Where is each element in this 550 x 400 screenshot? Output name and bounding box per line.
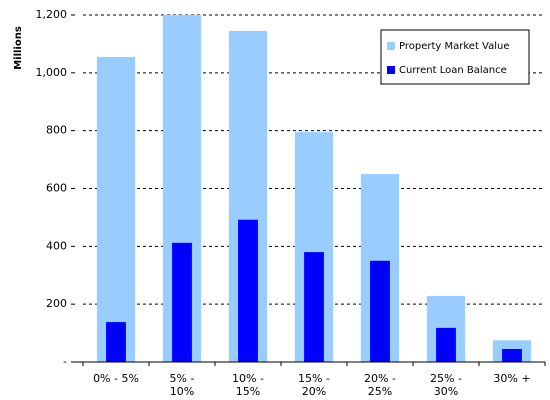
x-tick-label: 0% - 5% xyxy=(93,372,139,385)
x-tick-label: 25% - 30% xyxy=(430,372,462,398)
bar xyxy=(96,56,136,362)
bar xyxy=(106,322,126,362)
x-tick-label: 5% - 10% xyxy=(169,372,195,398)
y-tick-label: - xyxy=(63,355,67,368)
x-tick-label: 30% + xyxy=(493,372,531,385)
legend-swatch xyxy=(387,42,395,50)
y-tick-label: 1,200 xyxy=(36,8,68,21)
bar xyxy=(238,219,258,362)
bar xyxy=(436,327,456,362)
legend-label: Property Market Value xyxy=(399,41,510,52)
y-tick-label: 1,000 xyxy=(36,66,68,79)
y-tick-label: 400 xyxy=(46,239,67,252)
x-tick-label: 20% - 25% xyxy=(364,372,396,398)
bar xyxy=(172,242,192,362)
y-tick-label: 800 xyxy=(46,124,67,137)
legend-label: Current Loan Balance xyxy=(399,65,507,76)
bar xyxy=(304,252,324,362)
legend-box xyxy=(380,29,530,85)
bar xyxy=(370,260,390,362)
bar xyxy=(502,348,522,362)
x-tick-label: 10% - 15% xyxy=(232,372,264,398)
legend-swatch xyxy=(387,66,395,74)
x-tick-label: 15% - 20% xyxy=(298,372,330,398)
y-tick-label: 600 xyxy=(46,182,67,195)
y-tick-label: 200 xyxy=(46,297,67,310)
y-axis-label: Millions xyxy=(13,26,24,70)
